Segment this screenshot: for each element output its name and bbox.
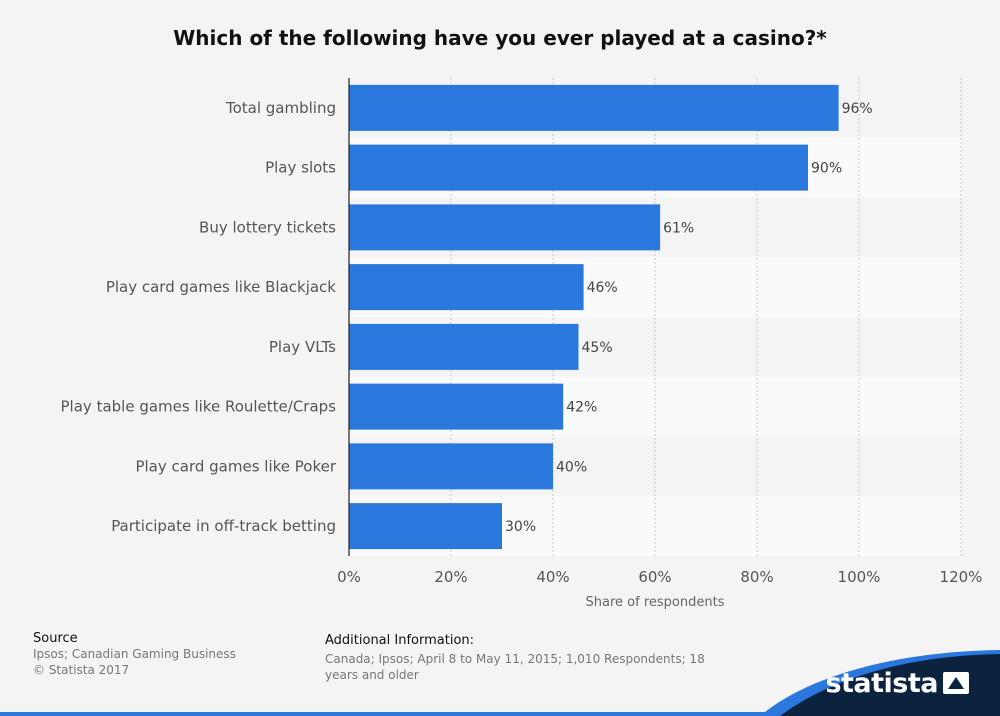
bar-2 (349, 144, 808, 191)
bar-chart: 96% Total gambling 90% Play slots 61% Buy lot… (61, 78, 983, 610)
category-label-5: Play VLTs (269, 338, 336, 356)
x-tick-label-2: 20% (434, 568, 467, 586)
source-line-publisher: Ipsos; Canadian Gaming Business (33, 647, 236, 661)
bar-4 (349, 264, 584, 311)
x-tick-label-7: 120% (940, 568, 983, 586)
category-label-1: Total gambling (225, 99, 336, 117)
source-block: Source Ipsos; Canadian Gaming Business ©… (33, 631, 236, 678)
category-label-4: Play card games like Blackjack (106, 278, 336, 296)
value-label-6: 42% (566, 400, 597, 416)
category-label-7: Play card games like Poker (135, 457, 336, 475)
value-label-5: 45% (582, 340, 613, 356)
category-label-2: Play slots (265, 159, 336, 177)
x-tick-label-6: 100% (838, 568, 881, 586)
logo-mark (948, 677, 964, 689)
additional-info-heading: Additional Information: (325, 633, 475, 648)
value-label-4: 46% (587, 280, 618, 296)
chart-title: Which of the following have you ever pla… (173, 26, 827, 50)
x-tick-label-3: 40% (536, 568, 569, 586)
x-axis-title: Share of respondents (586, 595, 725, 610)
category-label-6: Play table games like Roulette/Craps (61, 398, 337, 416)
brand-band-accent (0, 712, 1000, 716)
category-label-3: Buy lottery tickets (199, 218, 336, 236)
x-tick-label-1: 0% (337, 568, 361, 586)
bar-6 (349, 383, 564, 430)
bar-5 (349, 323, 579, 370)
value-label-1: 96% (842, 101, 873, 117)
value-label-8: 30% (505, 519, 536, 535)
x-tick-label-5: 80% (740, 568, 773, 586)
value-label-7: 40% (556, 459, 587, 475)
additional-info-block: Additional Information: Canada; Ipsos; A… (325, 633, 725, 683)
source-line-copyright: © Statista 2017 (33, 663, 130, 677)
source-heading: Source (33, 631, 78, 646)
statista-brand-name[interactable]: statista (825, 668, 938, 699)
statista-logo-icon (943, 672, 969, 694)
bar-1 (349, 84, 839, 131)
value-label-2: 90% (811, 161, 842, 177)
bar-8 (349, 503, 502, 550)
additional-info-text: Canada; Ipsos; April 8 to May 11, 2015; … (325, 652, 705, 682)
value-label-3: 61% (663, 220, 694, 236)
brand-band-shape (780, 654, 1000, 716)
bar-7 (349, 443, 553, 490)
x-tick-label-4: 60% (638, 568, 671, 586)
category-label-8: Participate in off-track betting (111, 517, 336, 535)
bar-3 (349, 204, 661, 251)
brand-band (0, 650, 1000, 716)
